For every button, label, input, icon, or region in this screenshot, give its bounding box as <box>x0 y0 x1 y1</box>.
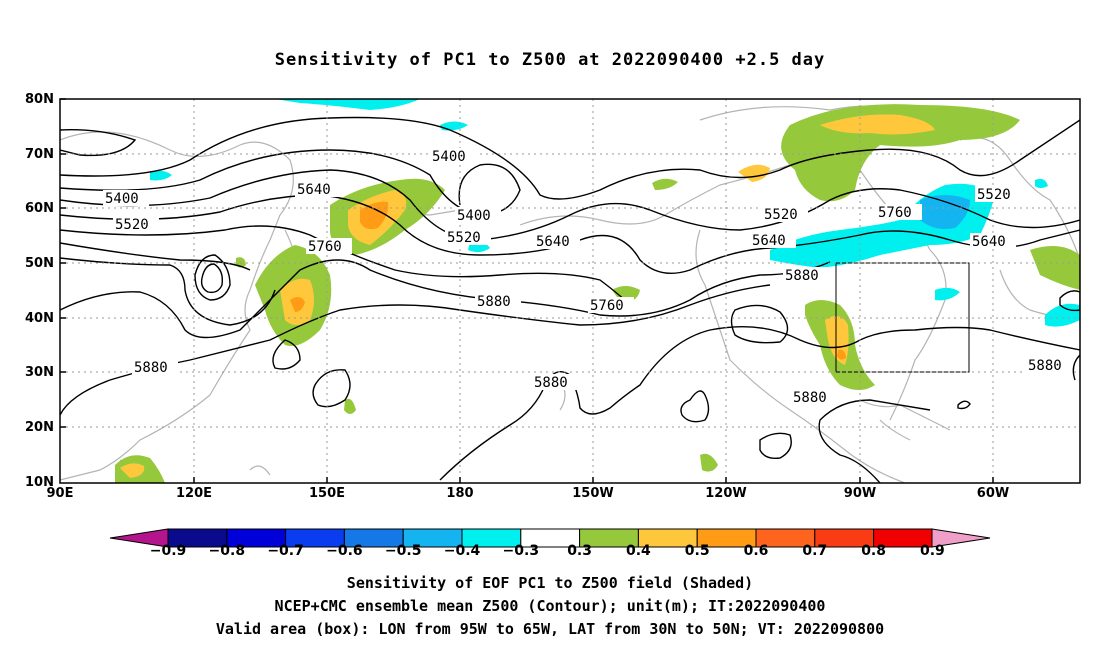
contour-labels: 5400 5520 5400 5640 5400 5520 5760 5640 … <box>103 148 1072 406</box>
lon-label: 60W <box>976 486 1010 501</box>
caption-line-2: NCEP+CMC ensemble mean Z500 (Contour); u… <box>274 597 826 615</box>
contour-label: 5640 <box>752 233 786 249</box>
contour-label: 5880 <box>793 390 827 406</box>
contour-label: 5880 <box>477 294 511 310</box>
contour-label: 5520 <box>115 217 149 233</box>
contour-label: 5760 <box>590 298 624 314</box>
z500-contours <box>60 116 1080 483</box>
lat-label: 20N <box>25 420 54 435</box>
contour-label: 5880 <box>534 375 568 391</box>
colorbar-tick-label: 0.8 <box>861 543 886 559</box>
contour-label: 5520 <box>764 207 798 223</box>
caption-line-3: Valid area (box): LON from 95W to 65W, L… <box>215 620 885 638</box>
contour-label: 5880 <box>1028 358 1062 374</box>
contour-label: 5760 <box>878 205 912 221</box>
colorbar-tick-label: −0.6 <box>326 543 363 559</box>
colorbar-tick-label: 0.3 <box>567 543 592 559</box>
contour-label: 5640 <box>972 234 1006 250</box>
contour-label: 5400 <box>105 191 139 207</box>
coastlines <box>60 105 1080 483</box>
lat-label: 70N <box>25 147 54 162</box>
caption-line-1: Sensitivity of EOF PC1 to Z500 field (Sh… <box>346 574 754 592</box>
colorbar <box>109 528 991 548</box>
colorbar-tick-label: −0.4 <box>443 543 481 559</box>
colorbar-tick-label: −0.7 <box>267 543 304 559</box>
lon-label: 90E <box>46 486 74 501</box>
shading-positive <box>115 104 1080 483</box>
lon-label: 150W <box>572 486 614 501</box>
contour-label: 5760 <box>308 239 342 255</box>
colorbar-tick-label: 0.6 <box>743 543 769 559</box>
lat-label: 60N <box>25 201 54 216</box>
lat-label: 10N <box>25 475 54 490</box>
lat-label: 30N <box>25 365 54 380</box>
contour-label: 5880 <box>785 268 819 284</box>
colorbar-tick-label: −0.5 <box>384 543 422 559</box>
plot-title: Sensitivity of PC1 to Z500 at 2022090400… <box>274 50 826 70</box>
lon-label: 180 <box>446 486 474 501</box>
plot-frame <box>59 98 1081 484</box>
contour-label: 5640 <box>536 234 570 250</box>
colorbar-tick-label: −0.3 <box>502 543 540 559</box>
colorbar-tick-label: −0.9 <box>149 543 187 559</box>
contour-label: 5880 <box>134 360 168 376</box>
colorbar-tick-label: −0.8 <box>208 543 246 559</box>
contour-label: 5520 <box>447 230 481 246</box>
colorbar-high-arrow <box>931 528 991 548</box>
grid-lines <box>60 99 1080 483</box>
lon-label: 120W <box>705 486 747 501</box>
contour-label: 5520 <box>977 187 1011 203</box>
lon-label: 120E <box>175 486 213 501</box>
contour-label: 5640 <box>297 182 331 198</box>
shading-negative <box>150 99 1080 327</box>
colorbar-tick-label: 0.5 <box>684 543 710 559</box>
contour-label: 5400 <box>457 208 491 224</box>
lat-label: 50N <box>25 256 54 271</box>
lon-label: 150E <box>308 486 346 501</box>
colorbar-tick-label: 0.4 <box>625 543 651 559</box>
lat-label: 40N <box>25 311 54 326</box>
colorbar-tick-label: 0.9 <box>919 543 945 559</box>
axis-ticks <box>60 98 994 483</box>
contour-label: 5400 <box>432 149 466 165</box>
lat-label: 80N <box>25 92 54 107</box>
lon-label: 90W <box>843 486 877 501</box>
colorbar-tick-label: 0.7 <box>802 543 828 559</box>
